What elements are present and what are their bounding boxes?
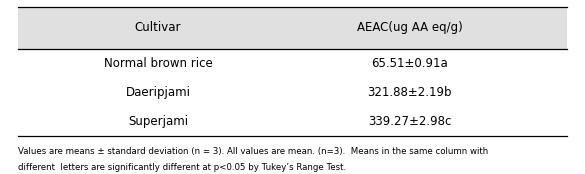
Text: Daeripjami: Daeripjami	[125, 86, 191, 99]
Text: 339.27±2.98c: 339.27±2.98c	[368, 115, 451, 128]
Text: AEAC(ug AA eq/g): AEAC(ug AA eq/g)	[357, 21, 462, 34]
Text: Normal brown rice: Normal brown rice	[104, 57, 212, 70]
Text: 321.88±2.19b: 321.88±2.19b	[367, 86, 452, 99]
Text: different  letters are significantly different at p<0.05 by Tukey’s Range Test.: different letters are significantly diff…	[18, 163, 346, 172]
Text: Values are means ± standard deviation (n = 3). All values are mean. (n=3).  Mean: Values are means ± standard deviation (n…	[18, 147, 488, 156]
Text: Superjami: Superjami	[128, 115, 188, 128]
Text: 65.51±0.91a: 65.51±0.91a	[371, 57, 448, 70]
Bar	[18, 7, 567, 49]
Text: Cultivar: Cultivar	[135, 21, 181, 34]
